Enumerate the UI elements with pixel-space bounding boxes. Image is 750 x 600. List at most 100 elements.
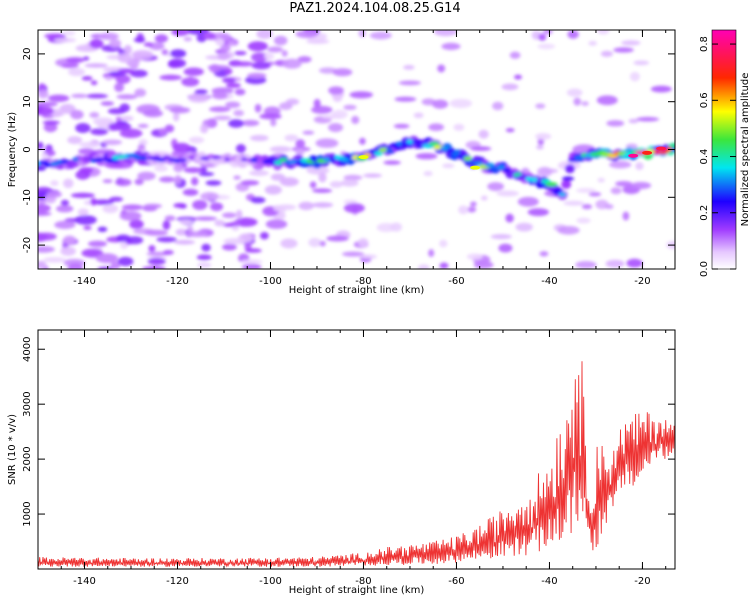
noise-blob: [273, 205, 282, 212]
noise-blob: [148, 151, 170, 156]
ridge-core: [545, 182, 558, 187]
noise-blob: [270, 173, 286, 181]
noise-blob: [609, 160, 632, 169]
ridge-halo: [564, 164, 575, 174]
noise-blob: [97, 226, 108, 232]
bottom-axis-x-tick-label: -100: [259, 576, 282, 587]
noise-blob: [187, 93, 210, 103]
noise-blob: [302, 130, 315, 135]
noise-blob: [62, 178, 74, 189]
noise-blob: [186, 30, 210, 35]
noise-blob: [597, 30, 610, 35]
noise-blob: [74, 215, 97, 225]
noise-blob: [575, 261, 597, 269]
noise-blob: [458, 205, 469, 215]
noise-blob: [125, 128, 133, 138]
noise-blob: [279, 177, 299, 187]
noise-blob: [183, 67, 204, 77]
top-axis-x-tick-label: -100: [259, 276, 282, 287]
noise-blob: [263, 53, 274, 60]
noise-blob: [267, 46, 283, 53]
noise-blob: [84, 63, 108, 68]
noise-blob: [573, 97, 582, 106]
noise-blob: [89, 112, 100, 118]
noise-blob: [233, 109, 245, 117]
top-axis-x-tick-label: -120: [166, 276, 189, 287]
noise-blob: [359, 254, 378, 259]
ridge-core: [65, 161, 78, 166]
ridge-core: [496, 165, 506, 170]
top-axis-x-tick-label: -80: [355, 276, 371, 287]
noise-blob: [254, 103, 262, 113]
noise-blob: [158, 128, 167, 136]
noise-blob: [215, 38, 225, 46]
noise-blob: [538, 33, 547, 41]
noise-blob: [178, 219, 194, 225]
noise-blob: [383, 160, 401, 165]
noise-blob: [117, 53, 132, 63]
noise-blob: [133, 37, 146, 43]
noise-blob: [120, 115, 134, 122]
bottom-axis-x-tick-label: -80: [355, 576, 371, 587]
ridge-core: [385, 148, 394, 153]
noise-blob: [109, 196, 124, 202]
noise-blob: [171, 30, 190, 37]
noise-blob: [83, 225, 92, 231]
noise-blob: [256, 30, 273, 39]
noise-blob: [241, 263, 261, 269]
noise-blob: [343, 203, 365, 213]
ridge-core: [552, 189, 562, 194]
noise-blob: [65, 57, 85, 63]
noise-blob: [332, 94, 343, 103]
noise-blob: [42, 120, 60, 125]
noise-blob: [78, 167, 94, 174]
noise-blob: [636, 116, 660, 122]
noise-blob: [393, 123, 410, 129]
ridge-core: [452, 150, 461, 156]
noise-blob: [143, 109, 164, 118]
noise-blob: [417, 264, 430, 269]
noise-blob: [77, 208, 89, 216]
noise-blob: [47, 94, 70, 102]
noise-blob: [154, 34, 168, 43]
noise-blob: [123, 44, 132, 55]
ridge-core: [484, 162, 495, 168]
noise-blob: [269, 146, 292, 153]
noise-blob: [167, 60, 182, 69]
noise-blob: [247, 72, 267, 79]
noise-blob: [214, 219, 226, 227]
noise-blob: [200, 123, 209, 134]
noise-blob: [67, 263, 83, 269]
noise-blob: [539, 251, 549, 257]
noise-blob: [224, 67, 233, 75]
ridge-core: [668, 143, 675, 148]
ridge-core: [561, 176, 575, 181]
noise-blob: [114, 82, 125, 93]
noise-blob: [186, 76, 195, 87]
noise-blob: [38, 83, 46, 92]
noise-blob: [119, 103, 130, 113]
ridge-core: [657, 149, 669, 155]
ridge-core: [374, 151, 383, 156]
noise-blob: [208, 106, 231, 113]
noise-blob: [148, 244, 156, 252]
noise-blob: [332, 68, 353, 77]
noise-blob: [109, 38, 122, 49]
noise-blob: [588, 40, 597, 46]
noise-blob: [514, 74, 523, 80]
bottom-axis-y-label: SNR (10 * v/v): [7, 414, 18, 485]
noise-blob: [223, 238, 246, 245]
bottom-axis-y-tick-label: 3000: [22, 391, 33, 416]
noise-blob: [98, 32, 119, 41]
noise-blob: [54, 220, 76, 229]
noise-blob: [143, 203, 162, 209]
noise-blob: [629, 71, 640, 82]
noise-blob: [343, 174, 363, 181]
noise-blob: [59, 103, 76, 114]
noise-blob: [249, 134, 269, 142]
noise-blob: [62, 31, 76, 36]
noise-blob: [245, 248, 262, 253]
noise-blob: [432, 99, 449, 109]
noise-blob: [54, 37, 77, 43]
noise-blob: [439, 239, 448, 248]
